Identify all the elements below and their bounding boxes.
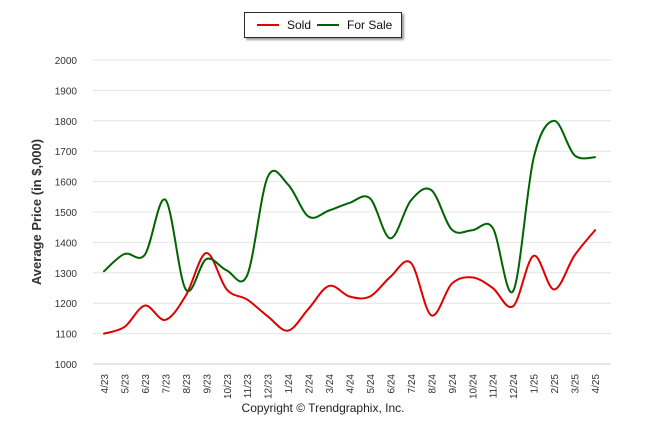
y-tick-label: 1800 (55, 117, 78, 128)
gridlines (93, 59, 611, 365)
x-tick-label: 8/23 (182, 374, 193, 394)
legend-swatch-for-sale (317, 24, 339, 26)
x-tick-label: 10/24 (468, 374, 479, 399)
series-lines (103, 119, 596, 335)
x-tick-label: 11/23 (243, 374, 254, 399)
y-axis-ticks: 1000 1100 1200 1300 1400 1500 1600 1700 1800 1900… (55, 56, 78, 371)
y-tick-label: 1100 (55, 330, 77, 341)
legend-item-sold: Sold (257, 18, 311, 32)
series-line-for-sale (103, 119, 596, 294)
y-tick-label: 1600 (55, 178, 78, 189)
x-tick-label: 2/25 (550, 374, 561, 394)
x-tick-label: 5/24 (366, 374, 377, 394)
y-tick-label: 2000 (55, 56, 78, 67)
copyright-text: Copyright © Trendgraphix, Inc. (241, 401, 405, 415)
legend-label-sold: Sold (287, 18, 312, 32)
y-tick-label: 1500 (55, 208, 78, 219)
x-tick-label: 1/24 (284, 374, 295, 394)
y-tick-label: 1700 (55, 147, 78, 158)
x-tick-label: 2/24 (305, 374, 316, 394)
x-axis-ticks: 4/23 5/23 6/23 7/23 8/23 9/23 10/23 11/23 12/23 1… (100, 374, 602, 399)
x-tick-label: 4/25 (591, 374, 602, 394)
legend-swatch-sold (257, 24, 279, 26)
x-tick-label: 4/24 (346, 374, 357, 394)
x-tick-label: 10/23 (223, 374, 234, 399)
x-tick-label: 6/23 (141, 374, 152, 394)
x-tick-label: 7/23 (161, 374, 172, 394)
x-tick-label: 12/24 (509, 374, 520, 399)
x-tick-label: 9/24 (448, 374, 459, 394)
x-tick-label: 3/24 (325, 374, 336, 394)
x-tick-label: 11/24 (489, 374, 500, 399)
series-line-sold (103, 229, 596, 335)
x-tick-label: 12/23 (264, 374, 275, 399)
x-tick-label: 4/23 (100, 374, 111, 394)
y-tick-label: 1200 (55, 299, 78, 310)
y-axis-label: Average Price (in $,000) (29, 139, 44, 285)
y-tick-label: 1000 (55, 360, 78, 371)
y-tick-label: 1300 (55, 269, 78, 280)
legend: Sold For Sale (244, 12, 402, 38)
y-tick-label: 1900 (55, 86, 78, 97)
x-tick-label: 3/25 (571, 374, 582, 394)
x-tick-label: 9/23 (202, 374, 213, 394)
x-tick-label: 8/24 (427, 374, 438, 394)
x-tick-label: 6/24 (386, 374, 397, 394)
x-tick-label: 7/24 (407, 374, 418, 394)
x-tick-label: 5/23 (120, 374, 131, 394)
x-tick-label: 1/25 (530, 374, 541, 394)
y-tick-label: 1400 (55, 238, 78, 249)
legend-item-for-sale: For Sale (317, 18, 392, 32)
legend-label-for-sale: For Sale (347, 18, 393, 32)
